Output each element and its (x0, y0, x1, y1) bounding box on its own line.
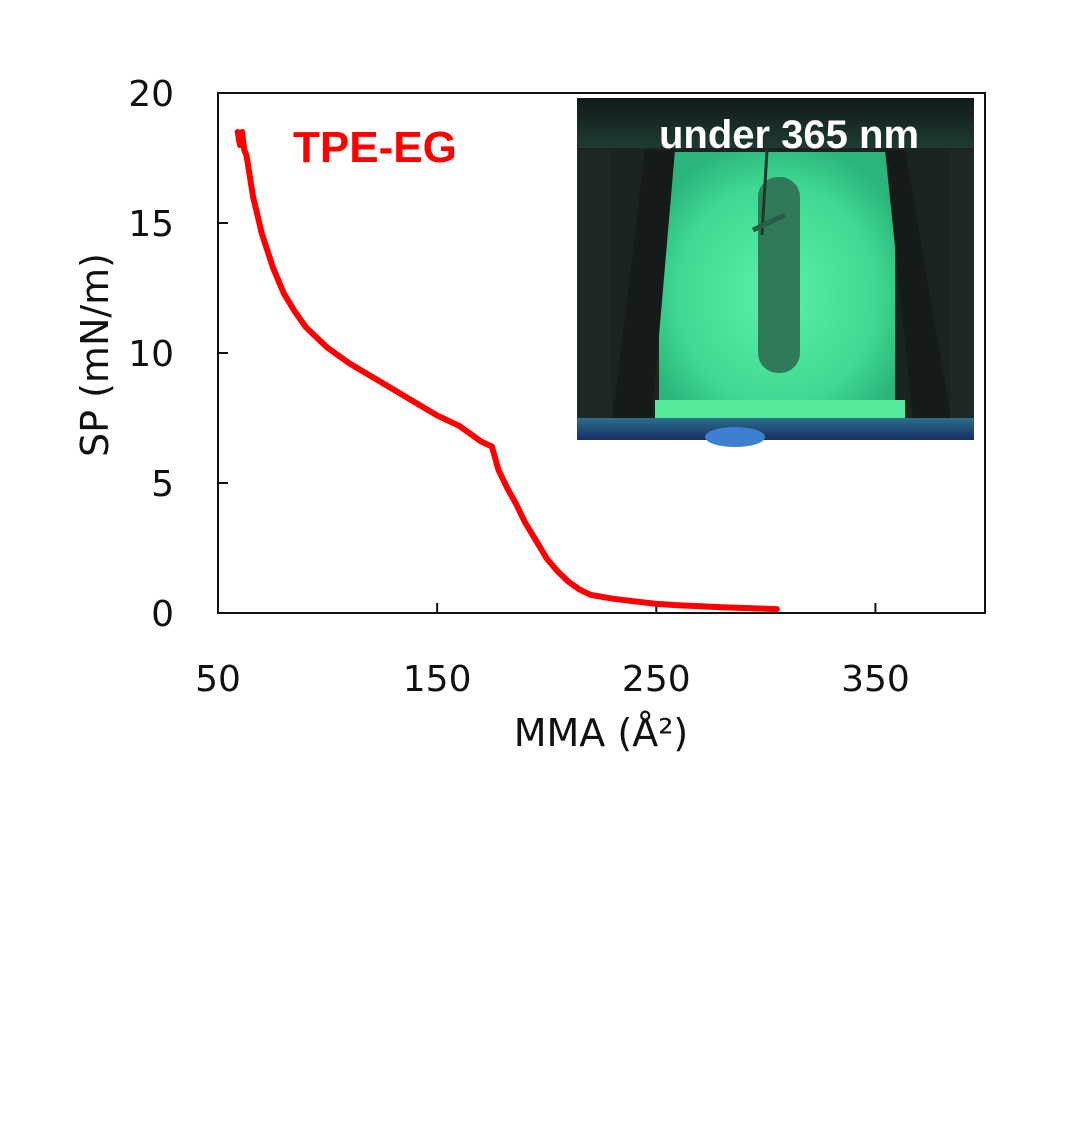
x-tick-label: 250 (622, 659, 691, 700)
y-tick-label: 15 (128, 204, 174, 245)
x-axis-title: MMA (Å²) (514, 711, 689, 755)
y-tick-label: 10 (128, 334, 174, 375)
series-label-tpe-eg: TPE-EG (293, 123, 457, 172)
x-tick-label: 50 (195, 659, 241, 700)
y-tick-label: 0 (151, 594, 174, 635)
y-tick-label: 20 (128, 74, 174, 115)
axis-ticks: 50 150 250 350 0 5 10 15 20 (128, 74, 910, 700)
y-axis-title: SP (mN/m) (73, 253, 117, 457)
inset-fluorescence-photo: under 365 nm (577, 98, 974, 447)
y-tick-label: 5 (151, 464, 174, 505)
x-tick-label: 150 (403, 659, 472, 700)
x-tick-label: 350 (841, 659, 910, 700)
series-line-tpe-eg (234, 129, 780, 613)
inset-caption: under 365 nm (659, 113, 919, 157)
